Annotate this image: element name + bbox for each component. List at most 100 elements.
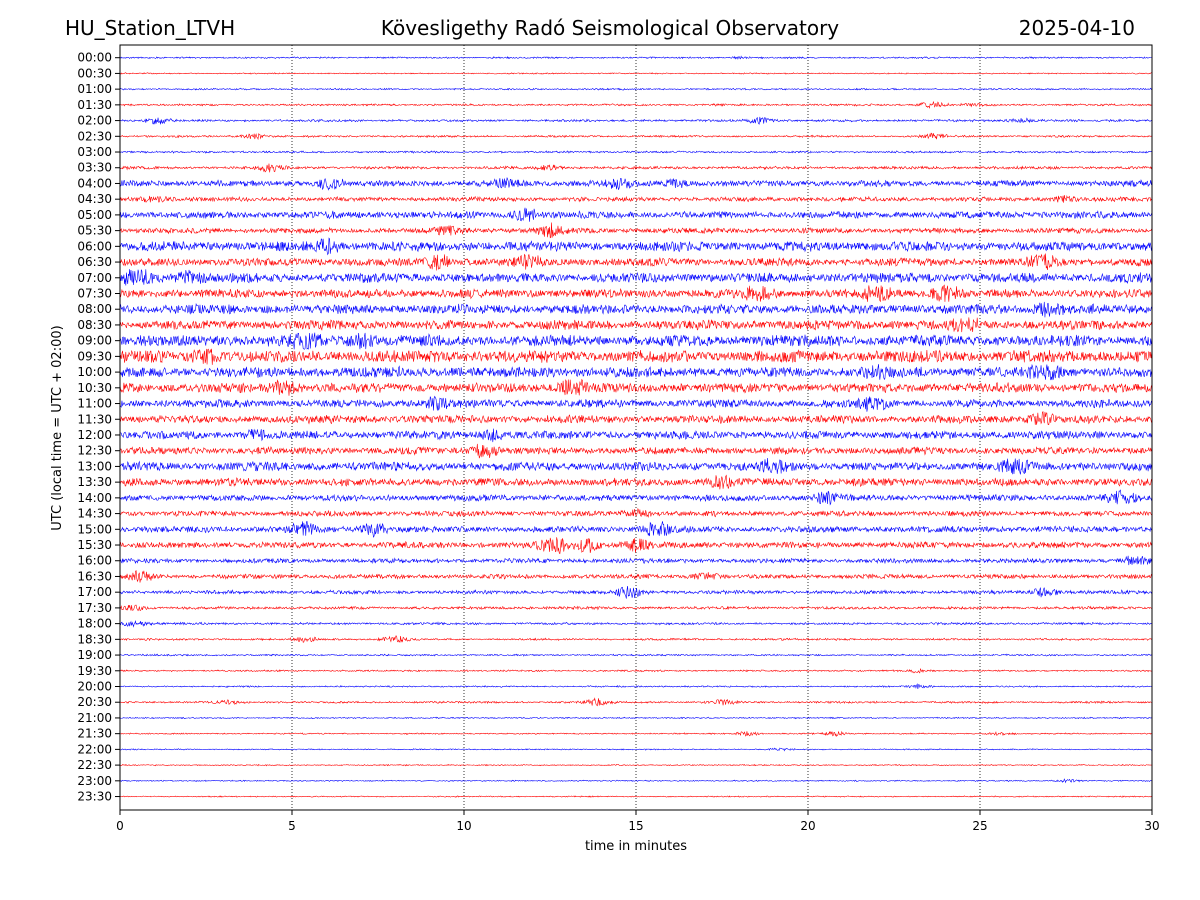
y-tick-label: 12:00 bbox=[77, 428, 112, 442]
seismic-trace-0200 bbox=[119, 116, 1153, 125]
y-tick-label: 21:30 bbox=[77, 727, 112, 741]
y-tick-label: 05:30 bbox=[77, 224, 112, 238]
seismic-trace-0330 bbox=[119, 163, 1153, 173]
seismic-trace-2230 bbox=[119, 763, 1153, 767]
y-tick-label: 15:00 bbox=[77, 522, 112, 536]
y-tick-label: 09:00 bbox=[77, 334, 112, 348]
seismic-trace-1330 bbox=[119, 474, 1153, 490]
y-tick-label: 20:00 bbox=[77, 680, 112, 694]
y-tick-label: 08:00 bbox=[77, 302, 112, 316]
y-tick-label: 13:30 bbox=[77, 475, 112, 489]
seismic-trace-0430 bbox=[119, 194, 1153, 203]
observatory-title: Kövesligethy Radó Seismological Observat… bbox=[381, 16, 839, 40]
y-tick-label: 20:30 bbox=[77, 695, 112, 709]
y-tick-label: 04:30 bbox=[77, 192, 112, 206]
seismic-traces bbox=[119, 55, 1153, 798]
y-tick-label: 14:00 bbox=[77, 491, 112, 505]
x-tick-label: 30 bbox=[1144, 819, 1159, 833]
y-tick-label: 00:00 bbox=[77, 51, 112, 65]
x-tick-label: 25 bbox=[972, 819, 987, 833]
seismic-trace-2300 bbox=[119, 778, 1153, 784]
seismic-trace-0400 bbox=[119, 177, 1153, 191]
seismic-trace-2330 bbox=[119, 795, 1153, 798]
seismic-trace-1300 bbox=[119, 458, 1153, 475]
y-tick-label: 14:30 bbox=[77, 507, 112, 521]
seismic-trace-1000 bbox=[119, 363, 1153, 381]
seismic-trace-1900 bbox=[119, 653, 1153, 657]
seismic-trace-1700 bbox=[119, 585, 1153, 599]
seismic-trace-1200 bbox=[119, 428, 1153, 443]
x-tick-label: 5 bbox=[288, 819, 296, 833]
y-tick-label: 16:30 bbox=[77, 569, 112, 583]
seismic-trace-1030 bbox=[119, 378, 1153, 396]
y-tick-label: 15:30 bbox=[77, 538, 112, 552]
seismic-trace-1100 bbox=[119, 395, 1153, 412]
seismic-trace-1400 bbox=[119, 489, 1153, 506]
station-title: HU_Station_LTVH bbox=[65, 16, 235, 40]
x-axis-label: time in minutes bbox=[585, 839, 687, 854]
y-tick-label: 03:00 bbox=[77, 145, 112, 159]
y-tick-label: 07:00 bbox=[77, 271, 112, 285]
seismic-trace-2000 bbox=[119, 683, 1153, 689]
seismic-trace-0000 bbox=[119, 55, 1153, 60]
y-tick-label: 13:00 bbox=[77, 459, 112, 473]
seismic-trace-1130 bbox=[119, 410, 1153, 426]
seismic-trace-0030 bbox=[119, 72, 1153, 75]
y-tick-label: 21:00 bbox=[77, 711, 112, 725]
x-tick-label: 20 bbox=[800, 819, 815, 833]
y-tick-label: 01:30 bbox=[77, 98, 112, 112]
y-tick-label: 11:00 bbox=[77, 397, 112, 411]
y-tick-label: 09:30 bbox=[77, 349, 112, 363]
seismic-trace-0630 bbox=[119, 253, 1153, 271]
y-tick-label: 06:30 bbox=[77, 255, 112, 269]
x-axis-ticks: 0 5 10 15 20 25 30 bbox=[116, 810, 1160, 833]
seismic-trace-1230 bbox=[119, 443, 1153, 459]
seismic-trace-1500 bbox=[119, 521, 1153, 538]
seismic-trace-0500 bbox=[119, 207, 1153, 222]
y-tick-label: 19:30 bbox=[77, 664, 112, 678]
y-tick-label: 22:00 bbox=[77, 742, 112, 756]
seismic-trace-2200 bbox=[119, 747, 1153, 752]
y-tick-label: 07:30 bbox=[77, 287, 112, 301]
y-tick-label: 23:00 bbox=[77, 774, 112, 788]
y-tick-label: 11:30 bbox=[77, 412, 112, 426]
y-tick-label: 23:30 bbox=[77, 790, 112, 804]
y-tick-label: 18:00 bbox=[77, 617, 112, 631]
seismic-trace-0830 bbox=[119, 317, 1153, 333]
seismic-trace-1630 bbox=[119, 570, 1153, 583]
seismic-trace-0800 bbox=[119, 301, 1153, 318]
y-tick-label: 02:30 bbox=[77, 129, 112, 143]
seismic-trace-0300 bbox=[119, 150, 1153, 154]
y-tick-label: 03:30 bbox=[77, 161, 112, 175]
seismic-trace-1800 bbox=[119, 620, 1153, 628]
seismic-trace-0230 bbox=[119, 132, 1153, 141]
y-axis-label: UTC (local time = UTC + 02:00) bbox=[50, 325, 65, 530]
seismic-trace-2100 bbox=[119, 716, 1153, 720]
y-tick-label: 01:00 bbox=[77, 82, 112, 96]
y-tick-label: 19:00 bbox=[77, 648, 112, 662]
seismic-trace-1830 bbox=[119, 635, 1153, 643]
seismic-trace-1730 bbox=[119, 604, 1153, 612]
seismic-trace-1530 bbox=[119, 537, 1153, 555]
seismic-trace-0700 bbox=[119, 269, 1153, 286]
seismic-trace-0930 bbox=[119, 348, 1153, 365]
y-tick-label: 02:00 bbox=[77, 114, 112, 128]
y-tick-label: 10:00 bbox=[77, 365, 112, 379]
seismic-trace-0130 bbox=[119, 100, 1153, 109]
y-tick-label: 17:00 bbox=[77, 585, 112, 599]
seismic-trace-0100 bbox=[119, 87, 1153, 91]
x-tick-label: 0 bbox=[116, 819, 124, 833]
seismic-trace-0600 bbox=[119, 237, 1153, 256]
y-tick-label: 00:30 bbox=[77, 66, 112, 80]
plot-frame bbox=[119, 44, 1153, 811]
x-tick-label: 10 bbox=[456, 819, 471, 833]
y-tick-label: 22:30 bbox=[77, 758, 112, 772]
seismic-trace-2030 bbox=[119, 697, 1153, 707]
y-tick-label: 04:00 bbox=[77, 176, 112, 190]
x-tick-label: 15 bbox=[628, 819, 643, 833]
y-tick-label: 08:30 bbox=[77, 318, 112, 332]
y-tick-label: 17:30 bbox=[77, 601, 112, 615]
date-title: 2025-04-10 bbox=[1019, 16, 1135, 40]
